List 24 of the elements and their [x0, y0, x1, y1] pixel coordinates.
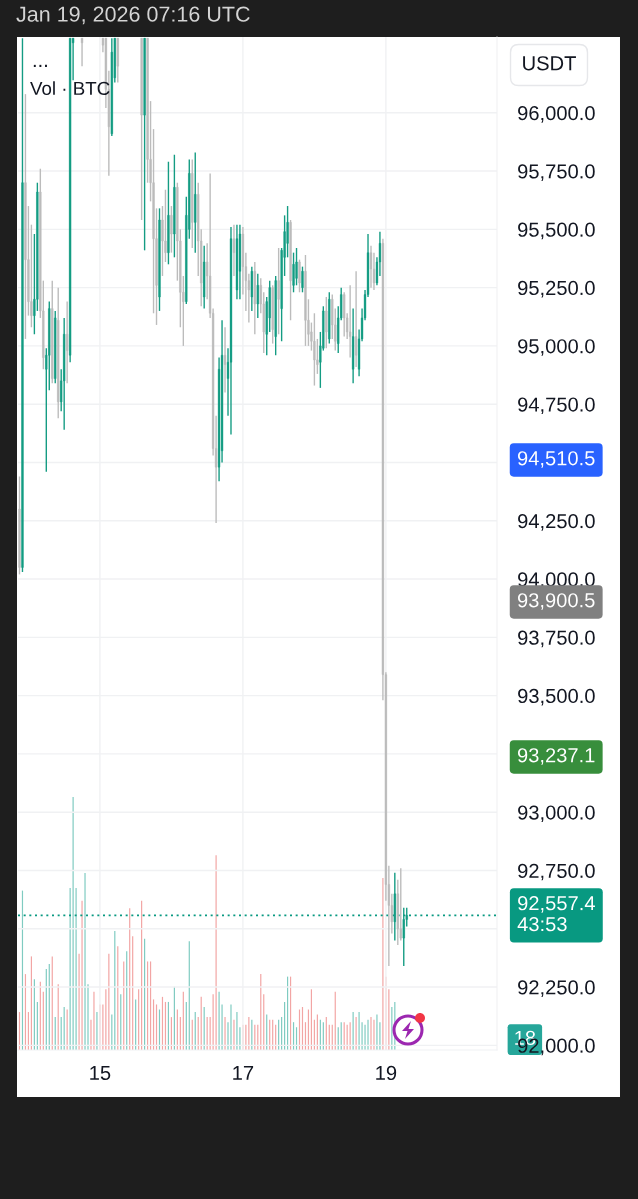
- chart-title: Vol · BTC: [30, 81, 110, 96]
- text: 94,510.5: [517, 451, 595, 468]
- chart-title: Jan 19, 2026 07:16 UTC: [16, 6, 250, 25]
- y-tick-label: 92,250.0: [518, 980, 595, 997]
- y-tick-label: 95,500.0: [518, 222, 595, 240]
- x-tick-label: 15: [90, 1066, 111, 1081]
- y-tick-label: 94,750.0: [518, 397, 595, 415]
- y-tick-label: 95,000.0: [518, 339, 595, 356]
- y-tick-label: 95,750.0: [518, 164, 595, 181]
- text: 93,900.5: [517, 593, 595, 610]
- y-tick-label: 94,000.0: [518, 572, 595, 589]
- y-tick-label: 93,750.0: [518, 630, 595, 648]
- x-tick-label: 17: [233, 1066, 254, 1080]
- y-tick-label: 93,000.0: [518, 805, 595, 823]
- text: 93,237.1: [517, 748, 595, 765]
- y-tick-label: 94,250.0: [518, 514, 595, 531]
- y-axis-title: USDT: [523, 56, 576, 71]
- annotation: ...: [33, 64, 47, 67]
- x-tick-label: 19: [376, 1065, 397, 1081]
- y-tick-label: 93,500.0: [518, 688, 595, 706]
- y-tick-label: 95,250.0: [518, 280, 595, 298]
- y-tick-label: 92,750.0: [518, 863, 595, 881]
- y-tick-label: 96,000.0: [518, 106, 595, 123]
- ref-line-label: 92,557.4 43:53: [517, 896, 595, 932]
